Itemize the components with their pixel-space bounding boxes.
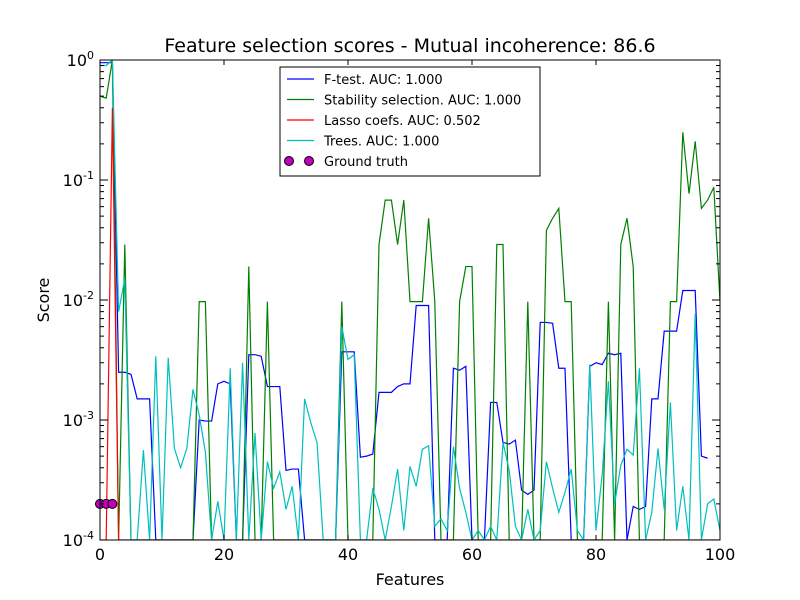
series-line-lasso-coefs [100,107,720,540]
legend-label-lasso-coefs: Lasso coefs. AUC: 0.502 [324,114,481,129]
y-axis-ticks: 10-4 10-3 10-2 10-1 100 [63,49,720,550]
x-tick-label-3: 60 [462,545,482,564]
series-layer [100,60,720,540]
y-tick-label-3: 10-1 [63,169,94,190]
legend: F-test. AUC: 1.000 Stability selection. A… [279,66,541,177]
series-line-f-test [100,62,708,540]
legend-label-ground-truth: Ground truth [324,155,408,170]
x-tick-label-2: 40 [338,545,358,564]
x-axis-label: Features [376,570,445,589]
series-line-stability-selection [100,60,720,540]
legend-label-trees: Trees. AUC: 1.000 [323,135,439,150]
legend-swatch-ground-truth-b [304,156,314,166]
x-axis-ticks: 0 20 40 60 80 100 [95,60,735,564]
legend-swatch-ground-truth-a [284,156,294,166]
y-tick-label-4: 100 [67,49,94,70]
x-tick-label-5: 100 [705,545,736,564]
y-tick-label-0: 10-4 [63,529,94,550]
y-tick-label-2: 10-2 [63,289,94,310]
ground-truth-markers [95,498,118,509]
chart-title: Feature selection scores - Mutual incohe… [164,35,655,57]
legend-label-stability-selection: Stability selection. AUC: 1.000 [324,94,521,109]
x-tick-label-1: 20 [214,545,234,564]
y-axis-label: Score [34,278,53,323]
ground-truth-point-2 [107,498,118,509]
legend-label-f-test: F-test. AUC: 1.000 [324,73,443,88]
series-line-trees [100,60,720,540]
y-tick-label-1: 10-3 [63,409,94,430]
x-tick-label-0: 0 [95,545,105,564]
legend-box [279,66,541,177]
x-tick-label-4: 80 [586,545,606,564]
